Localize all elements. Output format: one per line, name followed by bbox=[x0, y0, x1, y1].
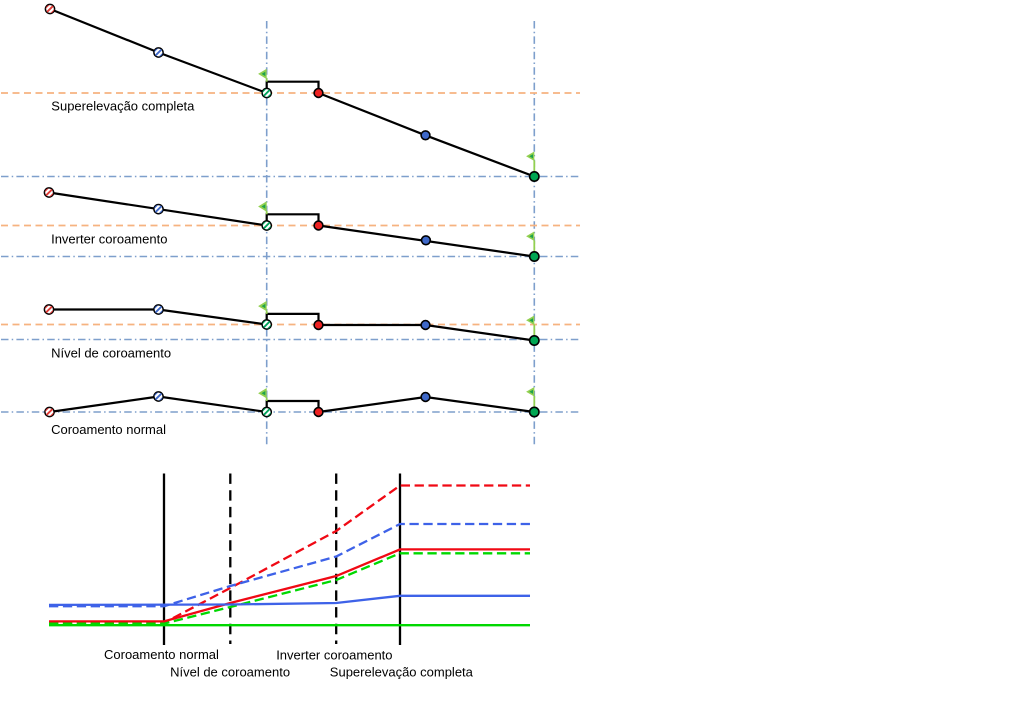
svg-text:Inverter coroamento: Inverter coroamento bbox=[51, 232, 167, 247]
svg-text:Nível de coroamento: Nível de coroamento bbox=[51, 346, 171, 361]
svg-text:Coroamento normal: Coroamento normal bbox=[51, 422, 166, 437]
svg-text:Superelevação completa: Superelevação completa bbox=[51, 98, 195, 113]
svg-text:Coroamento normal: Coroamento normal bbox=[104, 647, 219, 662]
svg-text:Inverter coroamento: Inverter coroamento bbox=[276, 647, 392, 662]
svg-text:Nível de coroamento: Nível de coroamento bbox=[170, 664, 290, 679]
svg-text:Superelevação completa: Superelevação completa bbox=[330, 665, 474, 680]
